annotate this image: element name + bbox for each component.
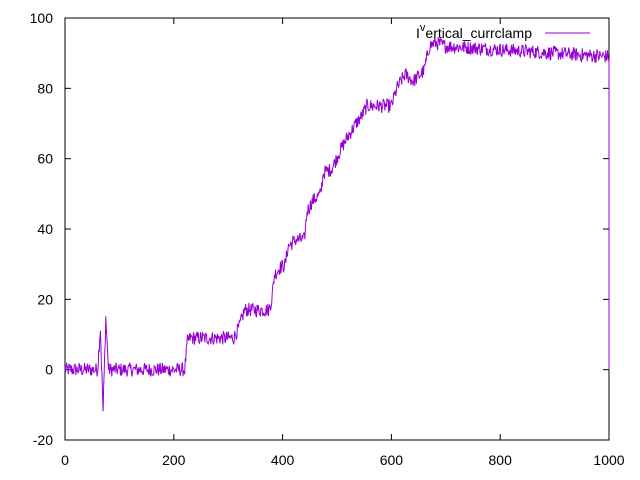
axis-tick-labels: 0 200 400 600 800 1000 -20 0 20 40 60 80 100 [30,10,625,468]
y-tick-label: 0 [45,362,53,378]
x-tick-label: 800 [489,452,513,468]
x-tick-label: 200 [162,452,186,468]
legend-label: Ivertical_currclamp [416,22,532,41]
y-tick-label: -20 [33,432,53,448]
y-tick-label: 60 [37,151,53,167]
x-tick-label: 0 [61,452,69,468]
y-tick-label: 80 [37,80,53,96]
series-line [64,36,610,412]
y-tick-label: 100 [30,10,54,26]
x-tick-label: 1000 [593,452,624,468]
legend-label-base: I [416,25,420,41]
plot-frame [64,17,610,441]
axis-ticks [64,17,610,441]
y-tick-label: 40 [37,221,53,237]
y-tick-label: 20 [37,291,53,307]
x-tick-label: 600 [380,452,404,468]
x-tick-label: 400 [271,452,295,468]
legend-label-sup: v [420,22,426,34]
legend: Ivertical_currclamp [416,22,590,41]
legend-label-rest: ertical_currclamp [425,25,532,41]
